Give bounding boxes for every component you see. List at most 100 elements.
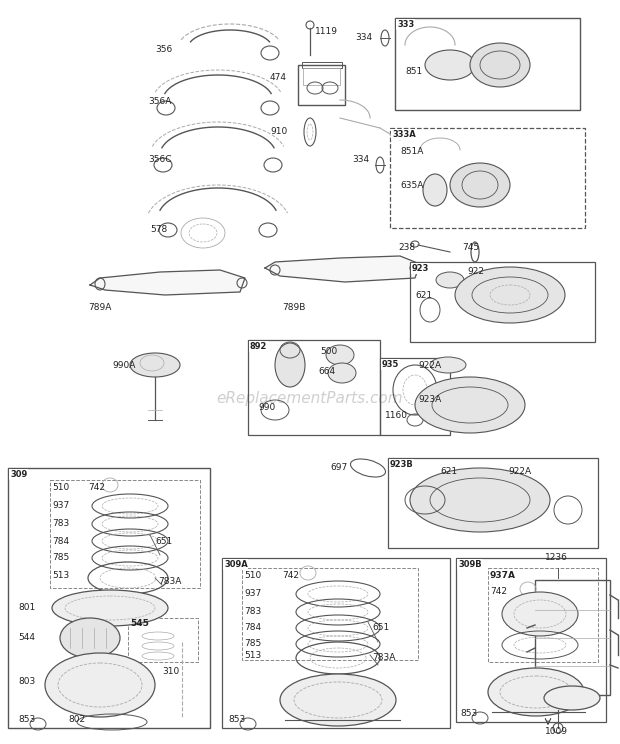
Bar [456, 558, 606, 722]
Text: 853: 853 [460, 710, 477, 719]
Text: 309B: 309B [458, 560, 482, 569]
Ellipse shape [45, 653, 155, 717]
Bar [222, 558, 450, 728]
Text: 937A: 937A [490, 571, 516, 580]
Ellipse shape [488, 668, 584, 716]
Text: 238: 238 [398, 243, 415, 252]
Text: 923A: 923A [418, 396, 441, 405]
Text: 1119: 1119 [315, 28, 338, 36]
Text: 801: 801 [18, 603, 35, 612]
Text: 922A: 922A [508, 467, 531, 476]
Ellipse shape [280, 674, 396, 726]
Ellipse shape [52, 590, 168, 626]
Text: 309A: 309A [224, 560, 248, 569]
Text: 513: 513 [52, 571, 69, 580]
Ellipse shape [455, 267, 565, 323]
Ellipse shape [328, 363, 356, 383]
Text: 783A: 783A [158, 577, 182, 586]
Bar [303, 68, 340, 85]
Text: 309: 309 [10, 470, 27, 479]
Text: 922A: 922A [418, 361, 441, 370]
Text: 923B: 923B [390, 460, 414, 469]
Polygon shape [265, 256, 420, 282]
Text: 1009: 1009 [545, 728, 568, 737]
Text: 510: 510 [52, 484, 69, 493]
Text: 784: 784 [244, 623, 261, 632]
Bar [128, 618, 198, 662]
Bar [302, 62, 342, 68]
Text: 785: 785 [244, 640, 261, 649]
Text: 544: 544 [18, 633, 35, 643]
Text: 935: 935 [382, 360, 399, 369]
Text: 923: 923 [412, 264, 430, 273]
Text: 742: 742 [88, 484, 105, 493]
Ellipse shape [326, 345, 354, 365]
Text: 990: 990 [258, 403, 275, 412]
Ellipse shape [60, 618, 120, 658]
Text: 1160: 1160 [385, 411, 408, 420]
Ellipse shape [275, 343, 305, 387]
Ellipse shape [130, 353, 180, 377]
Text: 333A: 333A [392, 130, 416, 139]
Text: 510: 510 [244, 571, 261, 580]
Text: 783: 783 [244, 608, 261, 617]
Text: 853: 853 [228, 716, 246, 725]
Text: 785: 785 [52, 554, 69, 562]
Text: 513: 513 [244, 650, 261, 659]
Text: 784: 784 [52, 536, 69, 545]
Text: 697: 697 [330, 464, 347, 472]
Ellipse shape [423, 174, 447, 206]
Bar [242, 568, 418, 660]
Text: 910: 910 [270, 127, 287, 136]
Ellipse shape [470, 43, 530, 87]
Ellipse shape [544, 686, 600, 710]
Text: 789A: 789A [88, 304, 112, 312]
Bar [380, 358, 450, 435]
Text: 937: 937 [52, 501, 69, 510]
Bar [50, 480, 200, 588]
Text: 651: 651 [372, 623, 389, 632]
Text: 851A: 851A [400, 147, 423, 156]
Ellipse shape [436, 272, 464, 288]
Text: eReplacementParts.com: eReplacementParts.com [216, 391, 404, 405]
Text: 334: 334 [352, 155, 369, 164]
Text: 474: 474 [270, 74, 287, 83]
Text: 500: 500 [320, 347, 337, 356]
Bar [535, 580, 610, 695]
Bar [390, 128, 585, 228]
Text: 802: 802 [68, 716, 85, 725]
Text: 745: 745 [462, 243, 479, 252]
Polygon shape [90, 270, 245, 295]
Text: 333: 333 [397, 20, 414, 29]
Text: 803: 803 [18, 678, 35, 687]
Bar [8, 468, 210, 728]
Text: 635A: 635A [400, 181, 423, 190]
Text: 334: 334 [355, 33, 372, 42]
Bar [248, 340, 380, 435]
Bar [388, 458, 598, 548]
Bar [395, 18, 580, 110]
Text: 621: 621 [415, 290, 432, 300]
Text: 578: 578 [150, 225, 167, 234]
Text: 851: 851 [405, 68, 422, 77]
Bar [298, 65, 345, 105]
Text: 937: 937 [244, 589, 261, 598]
Text: 356A: 356A [148, 97, 171, 106]
Text: 545: 545 [130, 620, 149, 629]
Text: 664: 664 [318, 368, 335, 376]
Text: 783: 783 [52, 519, 69, 528]
Text: 853: 853 [18, 716, 35, 725]
Text: 892: 892 [250, 342, 267, 351]
Text: 621: 621 [440, 467, 457, 476]
Text: 990A: 990A [112, 361, 135, 370]
Ellipse shape [415, 377, 525, 433]
Bar [410, 262, 595, 342]
Text: 742: 742 [490, 588, 507, 597]
Bar [488, 568, 598, 662]
Text: 310: 310 [162, 667, 179, 676]
Text: 651: 651 [155, 536, 172, 545]
Text: 783A: 783A [372, 653, 396, 662]
Text: 922: 922 [467, 268, 484, 277]
Text: 789B: 789B [282, 304, 306, 312]
Ellipse shape [430, 357, 466, 373]
